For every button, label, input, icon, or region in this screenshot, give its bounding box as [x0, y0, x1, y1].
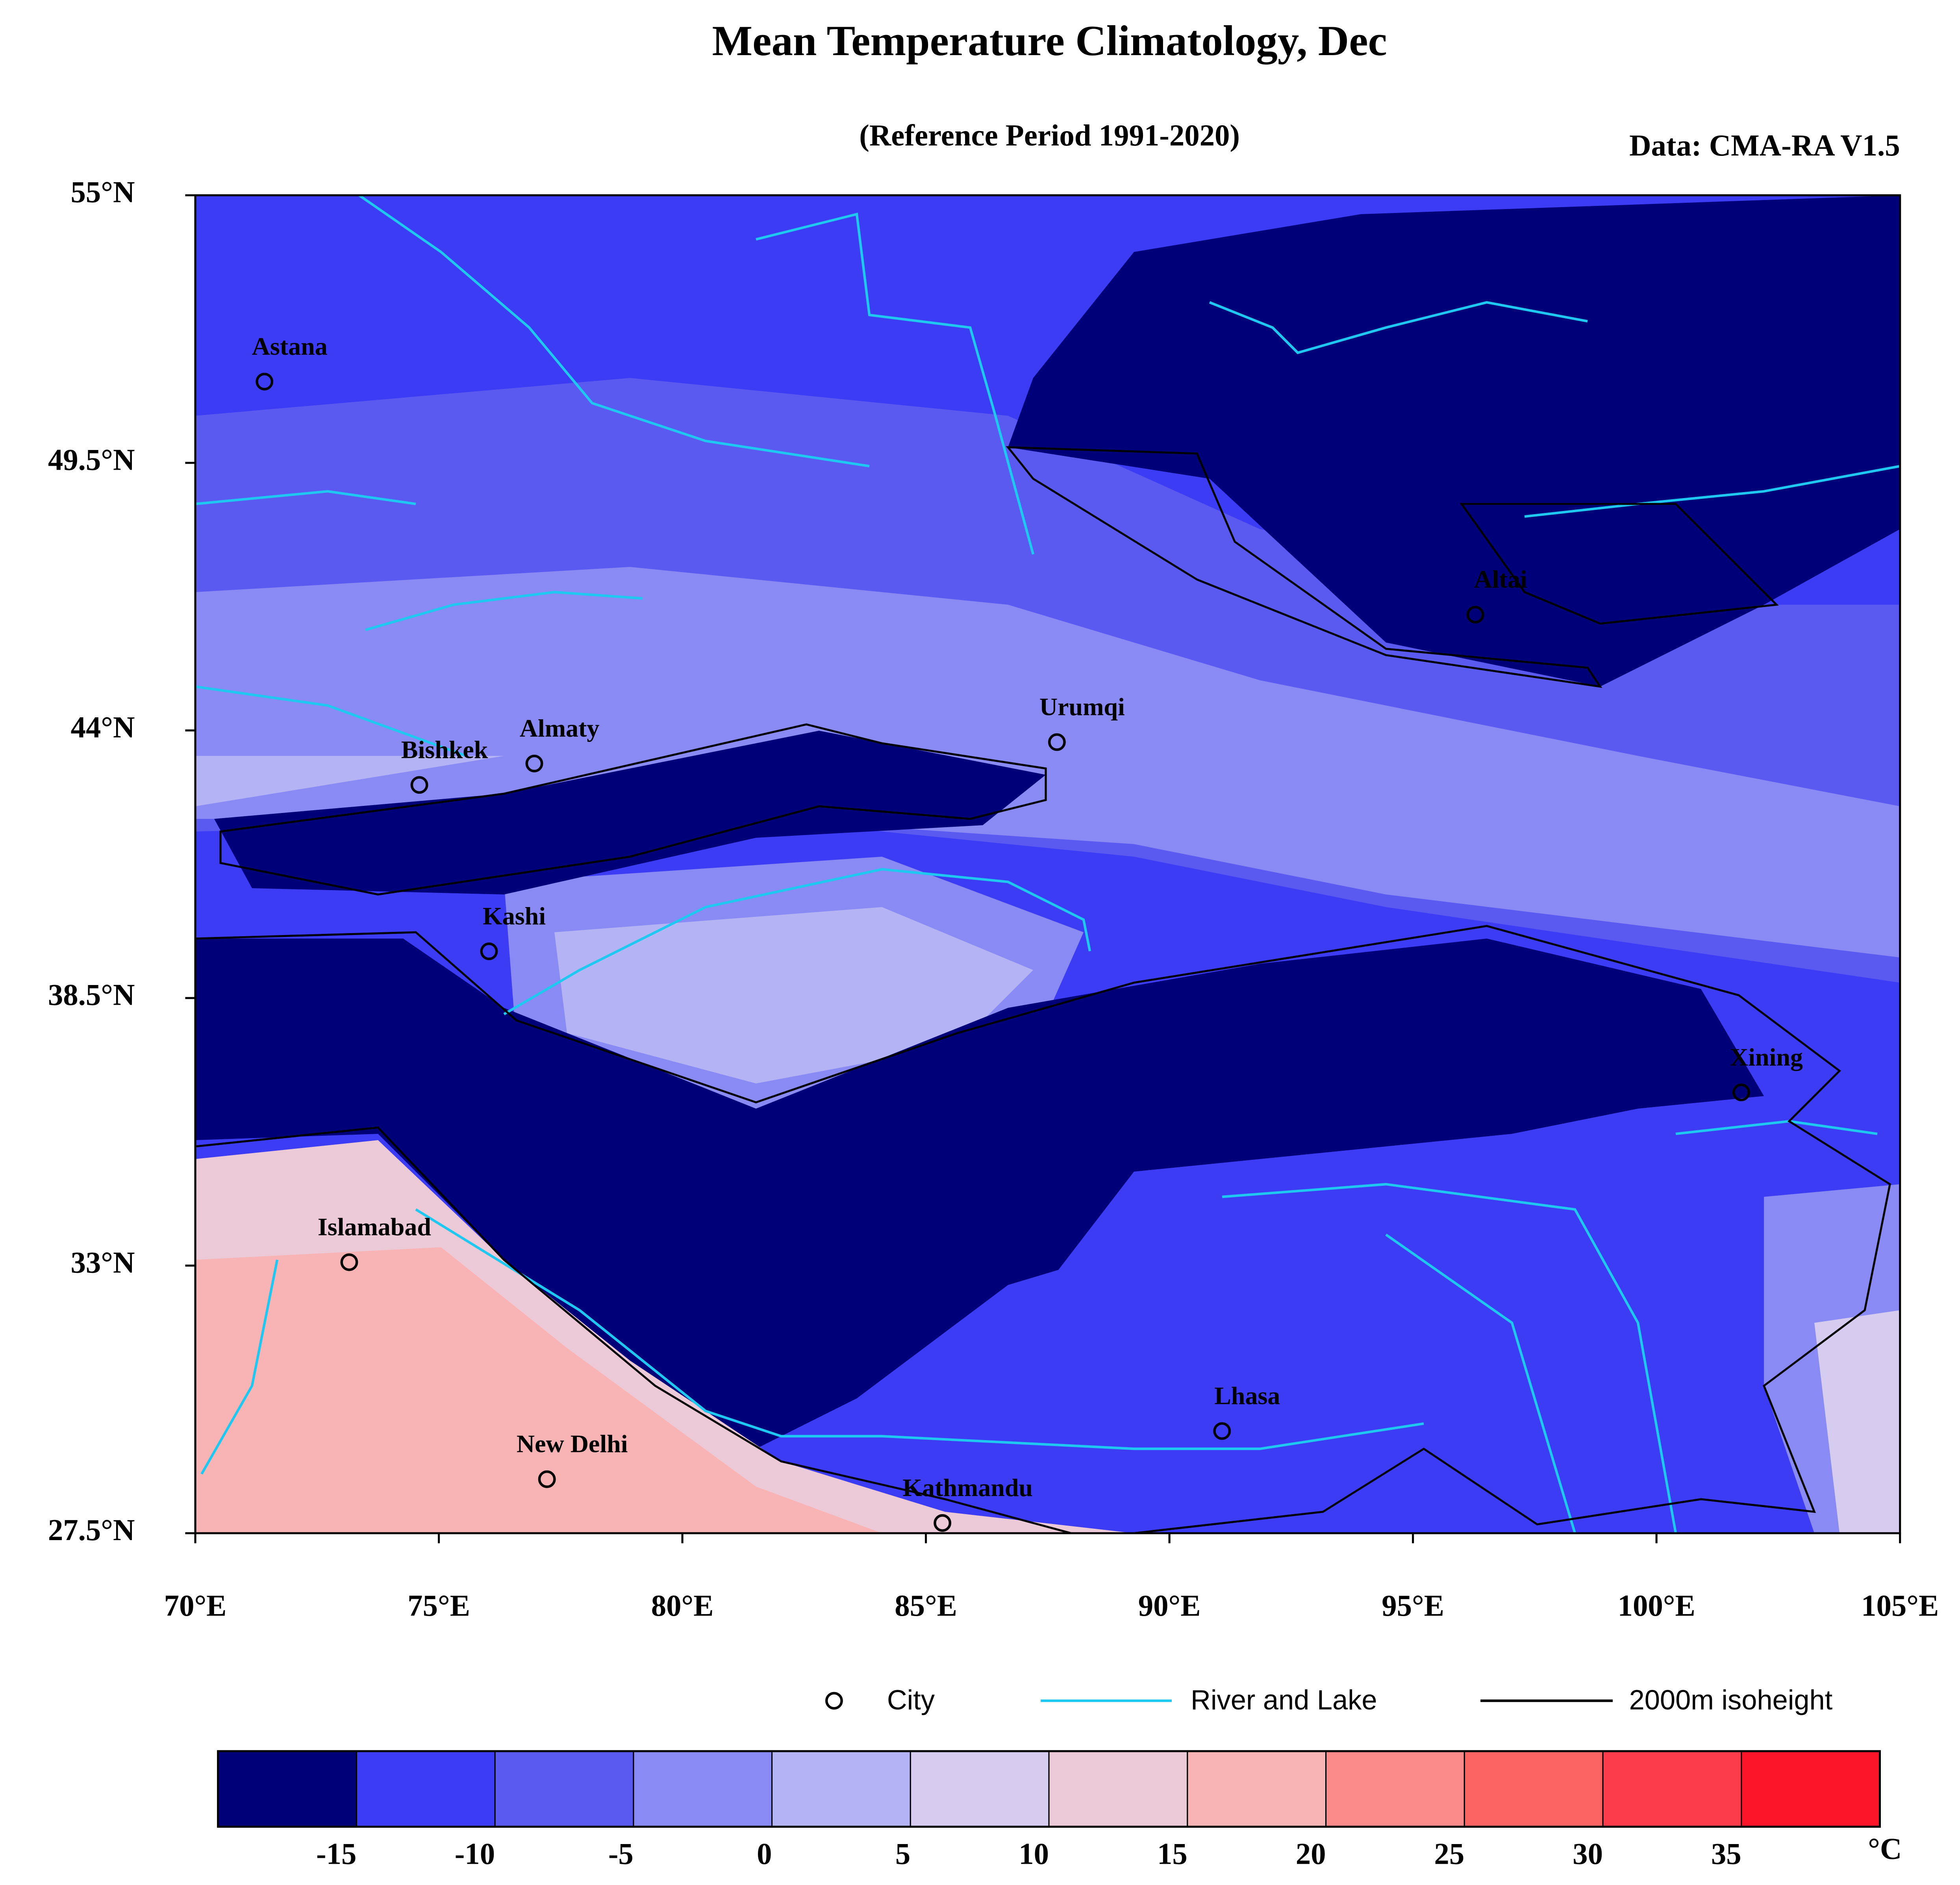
city-label: Astana [252, 332, 328, 360]
city-label: Xining [1730, 1043, 1803, 1071]
colorbar-swatch [1602, 1751, 1742, 1827]
colorbar-tick-label: 30 [1573, 1837, 1603, 1870]
x-tick-label: 90°E [1138, 1589, 1201, 1622]
colorbar-tick-label: -10 [455, 1837, 495, 1870]
colorbar-unit: °C [1868, 1832, 1902, 1866]
y-tick-label: 33°N [70, 1246, 135, 1279]
city-marker [1466, 605, 1484, 624]
city-marker [525, 754, 543, 772]
colorbar-swatch [1187, 1751, 1327, 1827]
city-label: Urumqi [1039, 693, 1125, 721]
subtitle: (Reference Period 1991-2020) [859, 119, 1240, 152]
x-tick-label: 85°E [895, 1589, 957, 1622]
colorbar-tick-label: 20 [1296, 1837, 1326, 1870]
colorbar-swatch [1464, 1751, 1604, 1827]
temperature-field [195, 195, 1900, 1533]
colorbar-tick-label: 25 [1434, 1837, 1464, 1870]
colorbar-swatch [772, 1751, 911, 1827]
colorbar-swatch [495, 1751, 634, 1827]
colorbar-tick-label: 15 [1157, 1837, 1187, 1870]
city-label: Kashi [483, 902, 546, 930]
city-marker [538, 1470, 556, 1488]
city-label: Lhasa [1214, 1381, 1280, 1409]
legend-label: City [887, 1684, 935, 1715]
x-tick-label: 100°E [1618, 1589, 1695, 1622]
city-marker [934, 1514, 952, 1532]
city-marker [480, 942, 498, 960]
colorbar-swatch [218, 1751, 357, 1827]
y-tick-label: 55°N [70, 176, 135, 209]
colorbar-swatch [1049, 1751, 1188, 1827]
legend-label: 2000m isoheight [1629, 1684, 1833, 1715]
colorbar-tick-label: 10 [1019, 1837, 1049, 1870]
city-marker [1732, 1083, 1750, 1102]
colorbar-swatch [1741, 1751, 1881, 1827]
y-tick-label: 27.5°N [48, 1513, 135, 1547]
city-marker [340, 1253, 358, 1271]
legend: City River and Lake 2000m isoheight [825, 1684, 1833, 1715]
city-marker [256, 372, 274, 391]
y-tick-label: 49.5°N [48, 443, 135, 476]
y-tick-label: 44°N [70, 711, 135, 744]
data-source: Data: CMA-RA V1.5 [1629, 129, 1900, 162]
x-tick-label: 80°E [651, 1589, 714, 1622]
city-label: Altai [1474, 565, 1527, 593]
colorbar-swatch [910, 1751, 1050, 1827]
x-tick-label: 75°E [408, 1589, 470, 1622]
city-label: New Delhi [517, 1430, 628, 1458]
colorbar-tick-label: 5 [895, 1837, 910, 1870]
colorbar-tick-label: 0 [757, 1837, 772, 1870]
city-marker [410, 776, 428, 794]
city-label: Kathmandu [902, 1474, 1033, 1502]
title: Mean Temperature Climatology, Dec [712, 17, 1387, 65]
colorbar-tick-label: -5 [608, 1837, 634, 1870]
colorbar-swatch [1326, 1751, 1465, 1827]
legend-label: River and Lake [1191, 1684, 1377, 1715]
x-tick-label: 70°E [164, 1589, 227, 1622]
city-label: Almaty [520, 714, 600, 742]
x-tick-label: 105°E [1861, 1589, 1939, 1622]
city-label: Bishkek [401, 735, 488, 763]
colorbar-swatch [356, 1751, 496, 1827]
map-frame [194, 194, 1901, 1534]
colorbar-tick-label: 35 [1711, 1837, 1741, 1870]
colorbar-swatch [633, 1751, 773, 1827]
city-label: Islamabad [318, 1213, 431, 1241]
city-marker [1213, 1422, 1231, 1440]
legend-city-symbol [825, 1692, 843, 1710]
city-marker [1048, 733, 1066, 751]
y-tick-label: 38.5°N [48, 978, 135, 1012]
colorbar-tick-label: -15 [316, 1837, 356, 1870]
x-tick-label: 95°E [1382, 1589, 1444, 1622]
